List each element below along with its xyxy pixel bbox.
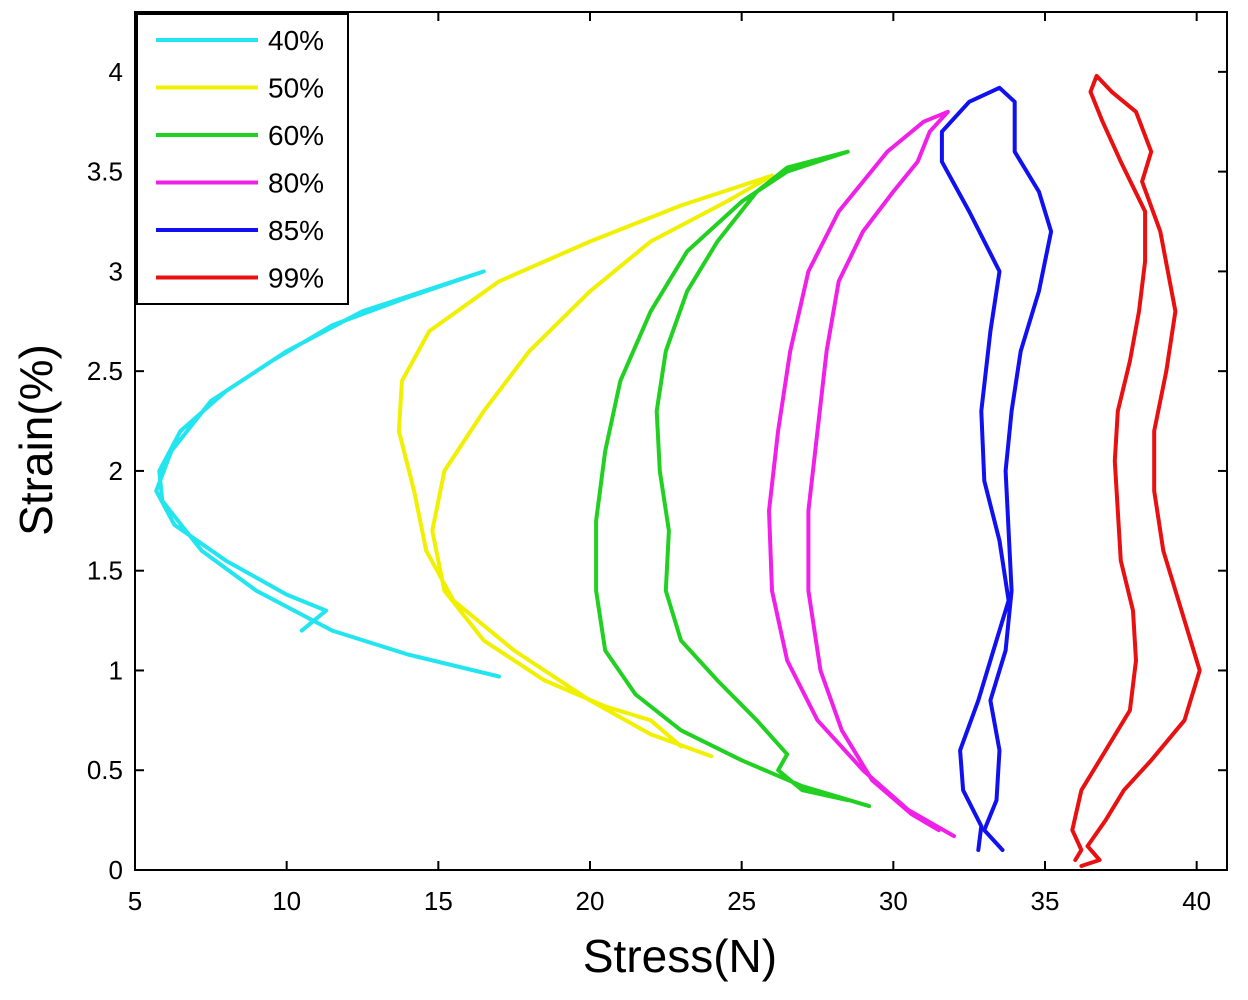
legend-label: 80% [268,168,324,199]
y-tick-label: 4 [109,57,123,87]
x-tick-label: 35 [1031,886,1060,916]
x-tick-label: 5 [128,886,142,916]
y-tick-label: 2.5 [87,356,123,386]
series-line-50pct [396,173,774,759]
y-tick-label: 0 [109,855,123,885]
series-line-80pct [767,109,956,839]
plot-frame [134,11,1228,871]
legend-label: 99% [268,263,324,294]
x-tick-label: 30 [879,886,908,916]
series-line-85pct [939,85,1054,852]
x-tick-label: 15 [424,886,453,916]
legend-label: 60% [268,120,324,151]
y-axis-title: Strain(%) [10,344,62,536]
y-tick-label: 0.5 [87,755,123,785]
x-tick-label: 40 [1182,886,1211,916]
y-tick-label: 2 [109,456,123,486]
x-tick-label: 10 [272,886,301,916]
x-axis-title: Stress(N) [583,930,777,982]
y-tick-label: 3.5 [87,157,123,187]
series-line-40pct [154,269,501,679]
y-tick-label: 1 [109,655,123,685]
y-tick-label: 1.5 [87,556,123,586]
series-line-99pct [1070,73,1202,868]
legend-label: 85% [268,215,324,246]
x-tick-label: 25 [727,886,756,916]
x-tick-label: 20 [576,886,605,916]
legend-label: 40% [268,25,324,56]
series-layer [154,73,1202,868]
legend-box [136,13,349,305]
tick-layer: 5 10 15 20 25 30 35 40 0 0.5 1 1.5 2 2.5 3 3.5 4 [87,12,1227,916]
y-tick-label: 3 [109,256,123,286]
series-line-60pct [594,149,872,809]
legend-label: 50% [268,73,324,104]
legend: 40% 50% 60% 80% 85% 99% [136,13,349,305]
